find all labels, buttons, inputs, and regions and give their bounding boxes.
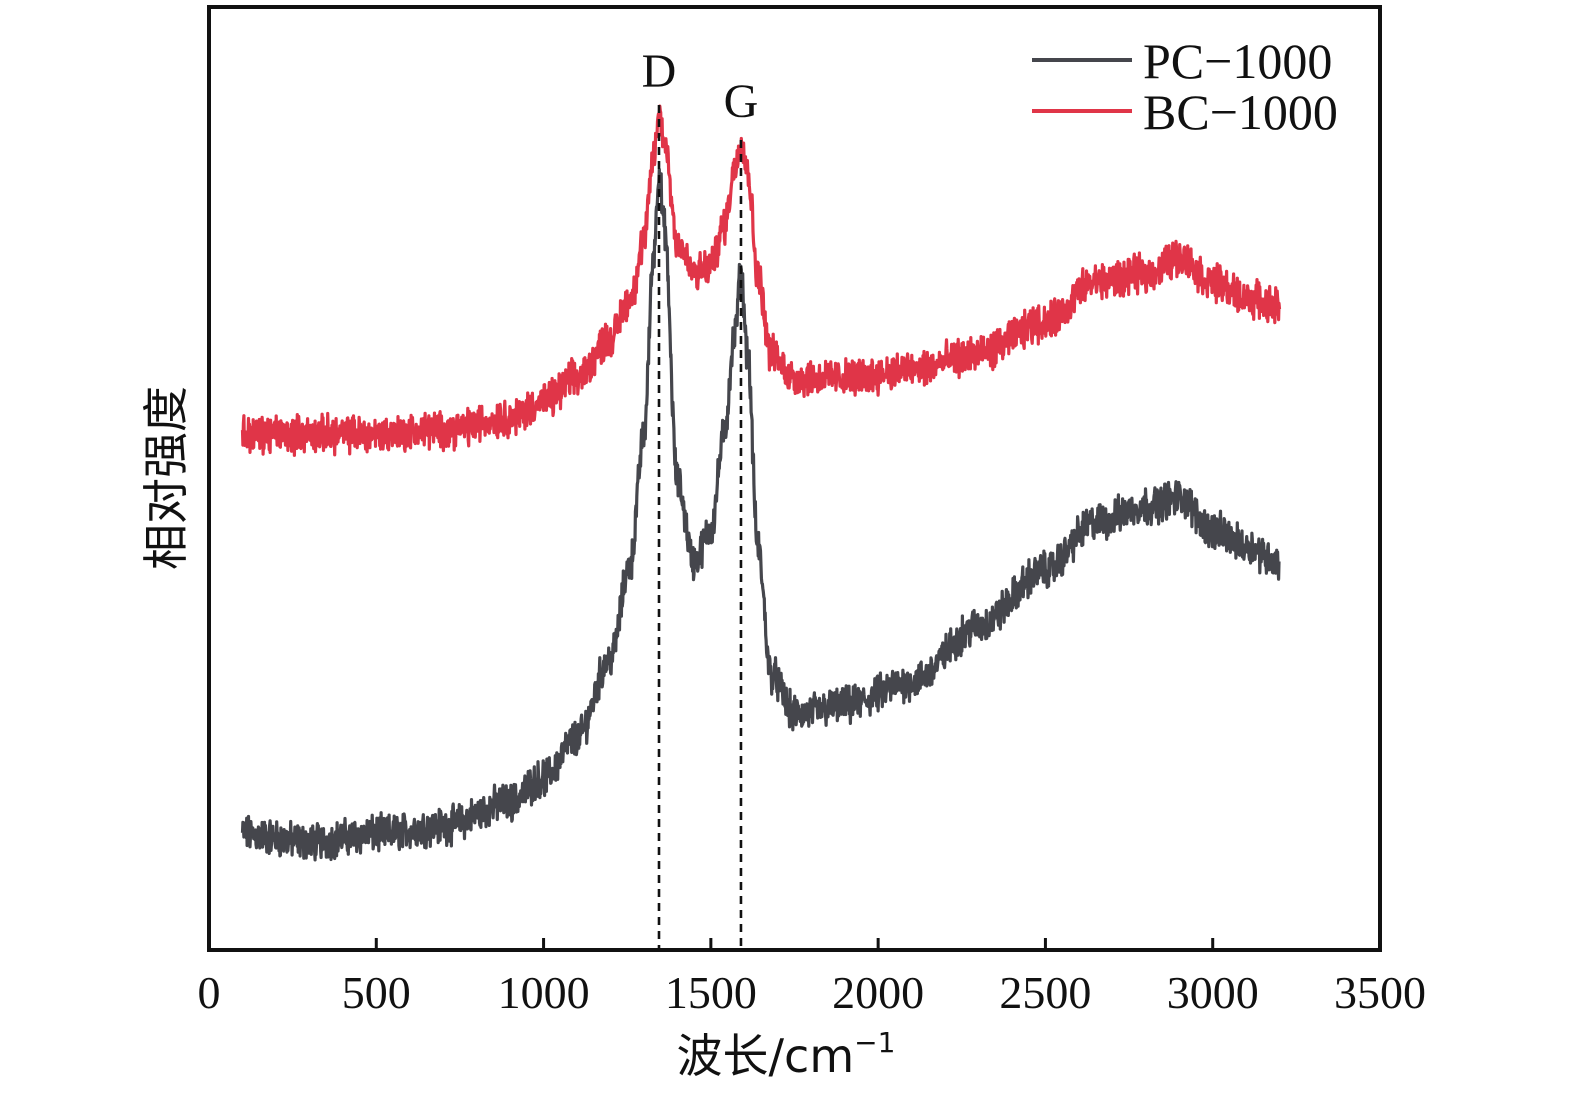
legend-label-2: BC−1000: [1143, 84, 1338, 140]
series-line-2: [240, 104, 1282, 457]
x-tick-label: 1000: [498, 967, 590, 1018]
x-tick-label: 2500: [999, 967, 1091, 1018]
x-axis-ticks: 0 500 1000 1500 2000 2500 3000 3500: [198, 938, 1426, 1018]
series-line-1: [240, 168, 1281, 862]
peak-label-d: D: [642, 45, 677, 98]
x-axis-title-superscript: −1: [854, 1026, 895, 1059]
x-tick-label: 2000: [832, 967, 924, 1018]
legend-label-1: PC−1000: [1143, 33, 1332, 89]
peak-marker-layer: DG: [642, 45, 759, 950]
series-layer: [240, 104, 1282, 862]
x-tick-label: 0: [198, 967, 221, 1018]
peak-label-g: G: [724, 75, 759, 128]
x-tick-label: 1500: [665, 967, 757, 1018]
x-tick-label: 3500: [1334, 967, 1426, 1018]
x-tick-label: 3000: [1167, 967, 1259, 1018]
x-tick-label: 500: [342, 967, 411, 1018]
y-axis-title: 相对强度: [139, 386, 193, 570]
plot-frame: [207, 5, 1382, 952]
x-axis-title: 波长/cm−1: [677, 1026, 896, 1083]
